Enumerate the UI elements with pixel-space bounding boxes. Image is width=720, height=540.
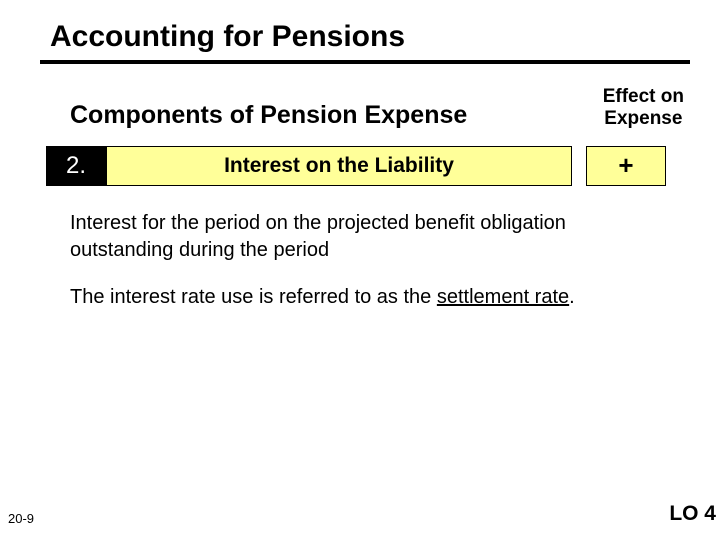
effect-line2: Expense <box>604 108 682 129</box>
learning-objective: LO 4 <box>669 502 716 526</box>
settlement-rate-term: settlement rate <box>437 286 569 308</box>
component-sign-box: + <box>586 146 666 186</box>
effect-on-expense-header: Effect on Expense <box>603 86 684 130</box>
component-gap <box>572 146 586 186</box>
slide: Accounting for Pensions Components of Pe… <box>0 0 720 540</box>
component-row: 2. Interest on the Liability + <box>46 146 684 186</box>
component-label-box: Interest on the Liability <box>106 146 572 186</box>
para2-pre: The interest rate use is referred to as … <box>70 286 437 308</box>
component-number-box: 2. <box>46 146 106 186</box>
header-row: Components of Pension Expense Effect on … <box>70 86 684 130</box>
para2-post: . <box>569 286 575 308</box>
body-paragraph-2: The interest rate use is referred to as … <box>70 284 670 311</box>
slide-number: 20-9 <box>8 511 34 526</box>
effect-line1: Effect on <box>603 86 684 107</box>
title-underline <box>40 60 690 64</box>
body-paragraph-1: Interest for the period on the projected… <box>70 210 670 264</box>
slide-title: Accounting for Pensions <box>50 20 690 54</box>
subtitle: Components of Pension Expense <box>70 101 467 130</box>
